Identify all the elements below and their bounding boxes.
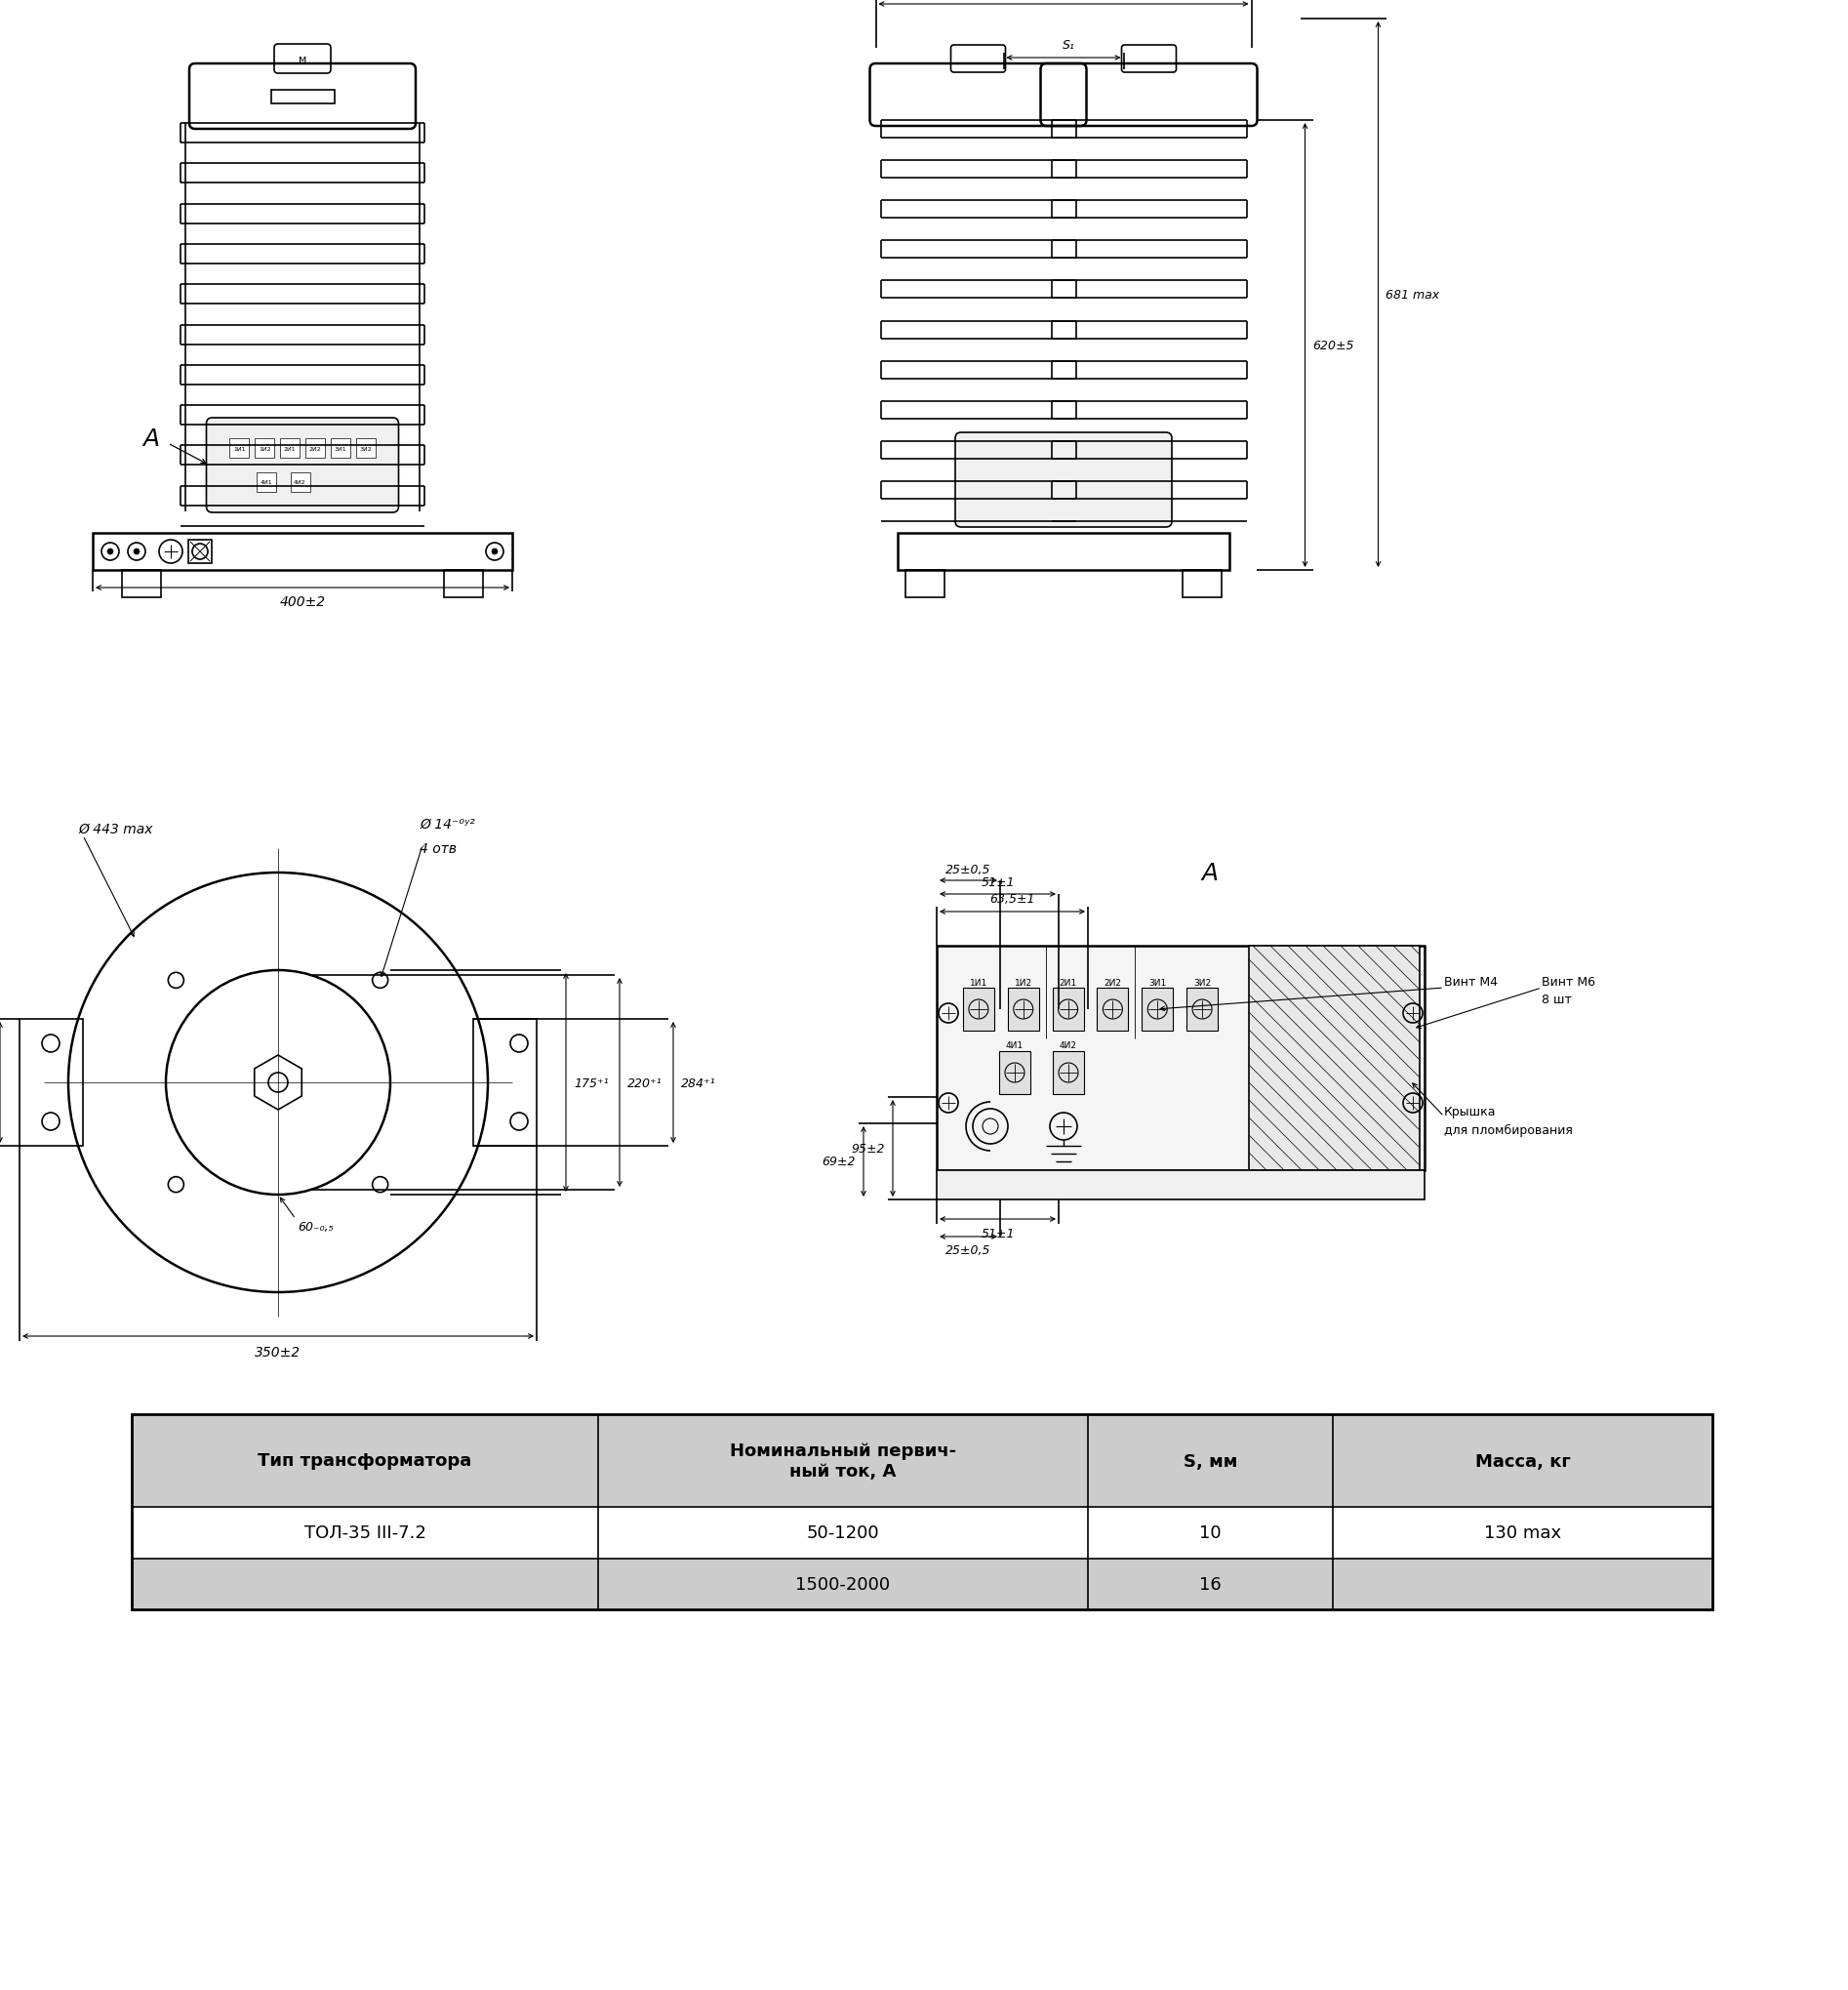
- Text: 2И2: 2И2: [1103, 977, 1122, 987]
- Text: 4И2: 4И2: [1059, 1041, 1077, 1051]
- Text: 4И1: 4И1: [261, 480, 272, 486]
- Text: 1500-2000: 1500-2000: [796, 1576, 891, 1592]
- Bar: [131, 1415, 1713, 1610]
- Text: м: м: [298, 54, 307, 64]
- FancyBboxPatch shape: [207, 418, 399, 513]
- Text: для пломбирования: для пломбирования: [1443, 1122, 1573, 1136]
- Text: 1И1: 1И1: [233, 446, 246, 452]
- Bar: [906, 571, 944, 597]
- FancyBboxPatch shape: [955, 434, 1172, 527]
- Bar: [963, 989, 994, 1031]
- Bar: [1183, 571, 1222, 597]
- Bar: [92, 533, 512, 571]
- Bar: [20, 1019, 83, 1146]
- Bar: [937, 945, 1425, 1170]
- Bar: [290, 474, 310, 494]
- Text: 10: 10: [1199, 1524, 1222, 1542]
- Text: 284⁺¹: 284⁺¹: [682, 1077, 715, 1089]
- Text: 8 шт: 8 шт: [1541, 993, 1573, 1007]
- Text: Крышка: Крышка: [1443, 1106, 1497, 1118]
- Text: Ø 14⁻⁰ʸ²: Ø 14⁻⁰ʸ²: [419, 818, 475, 832]
- Text: Тип трансформатора: Тип трансформатора: [259, 1453, 471, 1469]
- Bar: [1249, 945, 1419, 1170]
- Text: 1И2: 1И2: [259, 446, 272, 452]
- Bar: [281, 440, 299, 458]
- Text: 3И1: 3И1: [334, 446, 346, 452]
- Text: 681 max: 681 max: [1386, 289, 1440, 300]
- Circle shape: [492, 549, 497, 555]
- Text: Винт М6: Винт М6: [1541, 975, 1595, 989]
- Text: 4 отв: 4 отв: [419, 842, 456, 856]
- Text: 60₋₀,₅: 60₋₀,₅: [298, 1220, 333, 1232]
- Text: 16: 16: [1199, 1576, 1222, 1592]
- Bar: [131, 1558, 1713, 1610]
- Text: Масса, кг: Масса, кг: [1475, 1453, 1571, 1469]
- Text: Ø 443 max: Ø 443 max: [78, 822, 153, 836]
- Bar: [131, 1506, 1713, 1558]
- Bar: [444, 571, 482, 597]
- Text: 25±0,5: 25±0,5: [946, 864, 991, 876]
- Text: 51±1: 51±1: [981, 876, 1015, 890]
- Text: 1И2: 1И2: [1015, 977, 1033, 987]
- Text: 50-1200: 50-1200: [806, 1524, 880, 1542]
- Text: 4И1: 4И1: [1005, 1041, 1024, 1051]
- Text: 2И1: 2И1: [1059, 977, 1077, 987]
- Bar: [255, 440, 274, 458]
- Bar: [1053, 1051, 1085, 1094]
- Text: 2И2: 2И2: [309, 446, 322, 452]
- Bar: [355, 440, 375, 458]
- Bar: [305, 440, 325, 458]
- Bar: [1007, 989, 1039, 1031]
- Bar: [1098, 989, 1129, 1031]
- Text: 69±2: 69±2: [822, 1156, 856, 1168]
- Text: 350±2: 350±2: [255, 1345, 301, 1359]
- Text: ТОЛ-35 III-7.2: ТОЛ-35 III-7.2: [303, 1524, 425, 1542]
- Text: 3И1: 3И1: [1149, 977, 1166, 987]
- Text: 51±1: 51±1: [981, 1226, 1015, 1240]
- Bar: [1052, 989, 1083, 1031]
- Text: 400±2: 400±2: [279, 595, 325, 609]
- Bar: [257, 474, 275, 494]
- Text: 2И1: 2И1: [285, 446, 296, 452]
- Bar: [229, 440, 249, 458]
- Bar: [937, 1170, 1425, 1200]
- Text: 175⁺¹: 175⁺¹: [573, 1077, 608, 1089]
- Text: Номинальный первич-
ный ток, А: Номинальный первич- ный ток, А: [730, 1443, 955, 1481]
- Circle shape: [107, 549, 113, 555]
- Text: 130 max: 130 max: [1484, 1524, 1562, 1542]
- Circle shape: [133, 549, 140, 555]
- Text: S₁: S₁: [1063, 38, 1076, 52]
- Bar: [1142, 989, 1173, 1031]
- Bar: [1186, 989, 1218, 1031]
- Text: 3И2: 3И2: [1194, 977, 1210, 987]
- Bar: [188, 541, 213, 563]
- Bar: [473, 1019, 536, 1146]
- Text: A: A: [142, 428, 159, 450]
- Text: 3И2: 3И2: [359, 446, 371, 452]
- Bar: [331, 440, 349, 458]
- Bar: [272, 90, 334, 103]
- Text: S, мм: S, мм: [1183, 1453, 1238, 1469]
- Text: 220⁺¹: 220⁺¹: [626, 1077, 662, 1089]
- Bar: [898, 533, 1229, 571]
- Text: A: A: [1201, 862, 1218, 886]
- Text: 63,5±1: 63,5±1: [991, 892, 1035, 905]
- Text: Винт М4: Винт М4: [1443, 975, 1497, 989]
- Bar: [122, 571, 161, 597]
- Bar: [1000, 1051, 1031, 1094]
- Text: 4И2: 4И2: [294, 480, 307, 486]
- Text: 1И1: 1И1: [970, 977, 987, 987]
- Bar: [131, 1415, 1713, 1506]
- Text: 25±0,5: 25±0,5: [946, 1244, 991, 1258]
- Text: 620±5: 620±5: [1312, 340, 1355, 352]
- Text: 95±2: 95±2: [852, 1142, 885, 1154]
